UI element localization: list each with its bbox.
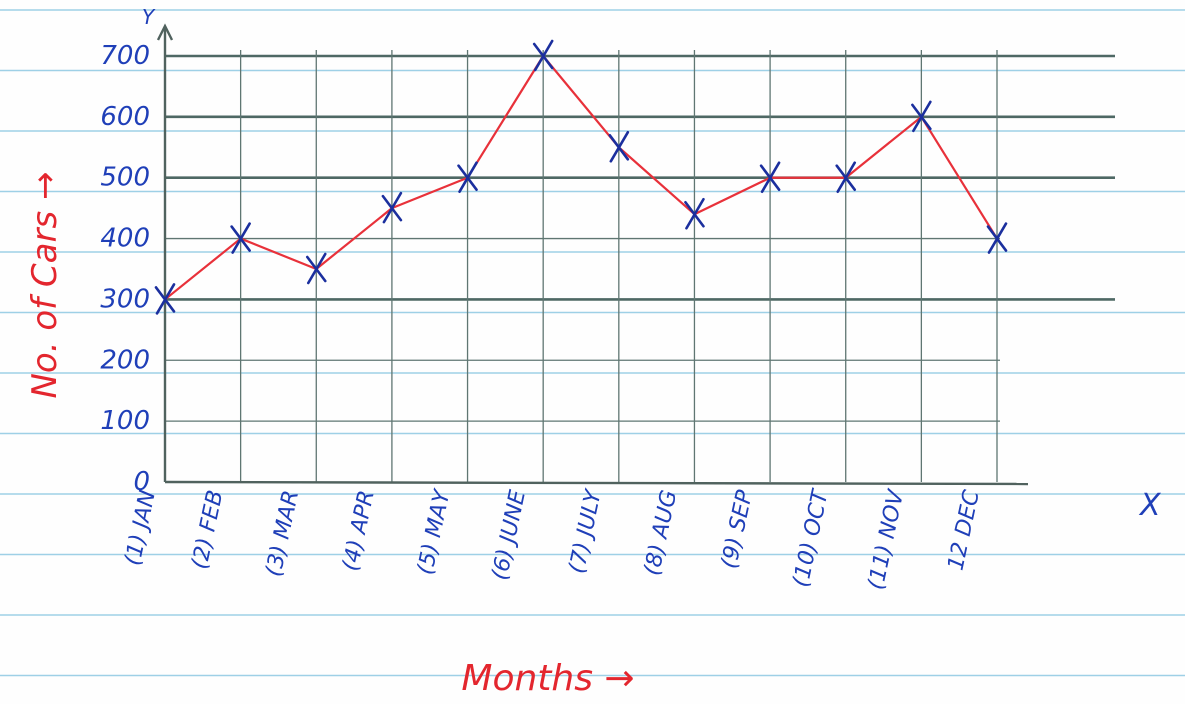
chart-axes: Y X xyxy=(142,5,1162,523)
marker-stroke xyxy=(685,197,705,230)
data-point-marker xyxy=(154,283,176,315)
data-point-marker xyxy=(911,100,932,133)
data-point-marker xyxy=(986,222,1008,254)
x-tick-label: (8) AUG xyxy=(640,488,682,578)
x-tick-label: (7) JULY xyxy=(565,487,607,576)
notebook-ruled-lines xyxy=(0,9,1185,677)
x-tick-labels: (1) JAN (2) FEB (3) MAR (4) APR (5) MAY (6) J… xyxy=(121,486,985,592)
series-layer xyxy=(164,54,998,301)
data-point-marker xyxy=(532,39,554,72)
y-tick-label: 500 xyxy=(100,163,150,193)
marker-stroke xyxy=(458,161,478,194)
marker-stroke xyxy=(609,130,630,163)
x-tick-label: (6) JUNE xyxy=(488,488,531,582)
y-tick-label: 0 xyxy=(133,467,150,497)
y-tick-label: 700 xyxy=(100,41,150,71)
x-tick-label: (10) OCT xyxy=(789,487,834,590)
data-point-marker xyxy=(835,161,857,194)
y-tick-labels: 0 100 200 300 400 500 600 700 xyxy=(100,41,150,497)
chart-grid xyxy=(165,50,1115,482)
marker-stroke xyxy=(155,283,176,315)
y-axis-title: No. of Cars → xyxy=(25,172,65,399)
data-point-marker xyxy=(457,161,478,194)
data-point-marker xyxy=(759,161,781,194)
x-axis-title: Months → xyxy=(461,658,634,699)
y-tick-label: 400 xyxy=(100,224,150,254)
data-point-marker xyxy=(230,222,251,254)
x-axis-letter: X xyxy=(1138,488,1162,523)
x-tick-label: (4) APR xyxy=(338,488,379,573)
data-point-marker xyxy=(381,191,403,224)
marker-stroke xyxy=(836,161,857,194)
marker-stroke xyxy=(912,100,932,133)
x-tick-label: (9) SEP xyxy=(717,487,758,570)
y-tick-label: 200 xyxy=(100,345,150,375)
marker-stroke xyxy=(533,39,554,72)
y-tick-label: 300 xyxy=(100,284,150,314)
marker-stroke xyxy=(231,222,251,254)
marker-stroke xyxy=(987,222,1008,254)
x-tick-label: 12 DEC xyxy=(944,487,985,572)
y-tick-label: 600 xyxy=(100,102,150,132)
x-axis-line xyxy=(164,480,1029,486)
x-tick-label: (2) FEB xyxy=(187,488,228,571)
point-markers xyxy=(154,39,1008,315)
y-axis-letter: Y xyxy=(142,5,156,29)
x-tick-label: (5) MAY xyxy=(413,487,456,577)
marker-stroke xyxy=(306,252,327,285)
data-point-marker xyxy=(608,130,630,163)
marker-stroke xyxy=(382,191,403,224)
y-tick-label: 100 xyxy=(100,406,150,436)
marker-stroke xyxy=(760,161,781,194)
x-tick-label: (3) MAR xyxy=(261,488,304,579)
data-point-marker xyxy=(684,197,705,230)
series-line xyxy=(164,54,998,301)
y-axis-arrowhead xyxy=(156,23,174,41)
x-tick-label: (11) NOV xyxy=(864,486,910,592)
x-tick-label: (1) JAN xyxy=(121,488,161,568)
data-point-marker xyxy=(305,252,327,285)
